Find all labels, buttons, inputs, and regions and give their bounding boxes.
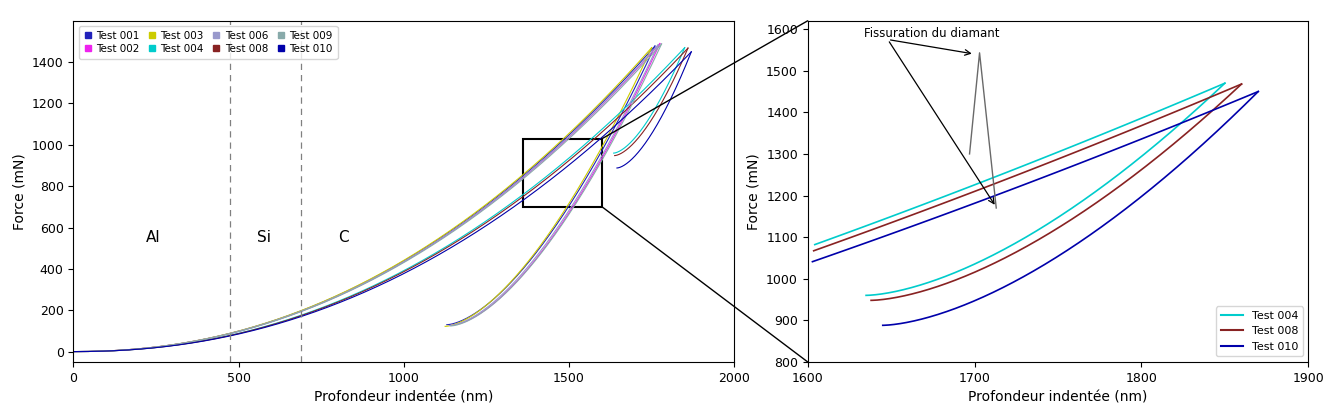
Y-axis label: Force (mN): Force (mN) — [746, 153, 761, 230]
X-axis label: Profondeur indentée (nm): Profondeur indentée (nm) — [968, 390, 1148, 404]
Y-axis label: Force (mN): Force (mN) — [12, 153, 27, 230]
Text: Fissuration du diamant: Fissuration du diamant — [864, 27, 1000, 40]
Text: C: C — [338, 230, 348, 245]
X-axis label: Profondeur indentée (nm): Profondeur indentée (nm) — [314, 390, 494, 404]
Text: Si: Si — [256, 230, 271, 245]
Legend: Test 001, Test 002, Test 003, Test 004, Test 006, Test 008, Test 009, Test 010: Test 001, Test 002, Test 003, Test 004, … — [79, 26, 338, 59]
Bar — [523, 139, 602, 207]
Text: Al: Al — [146, 230, 160, 245]
Legend: Test 004, Test 008, Test 010: Test 004, Test 008, Test 010 — [1216, 306, 1303, 357]
